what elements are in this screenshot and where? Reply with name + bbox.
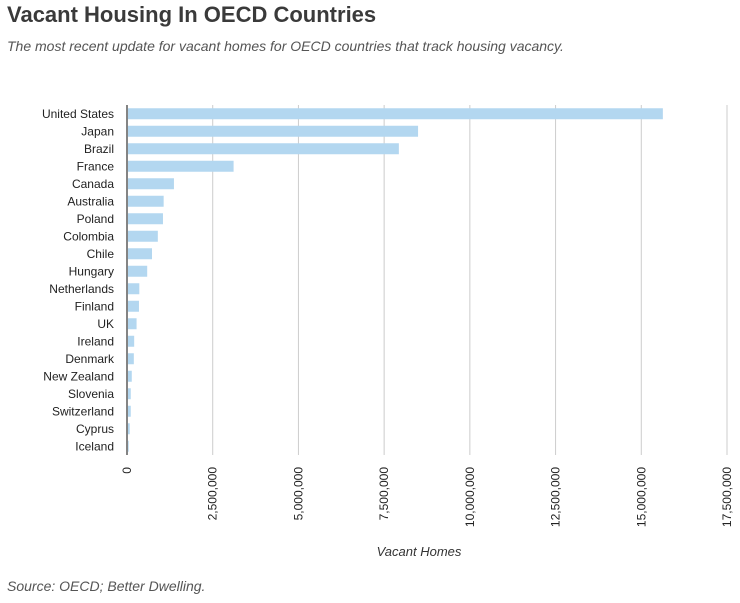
tick-labels: 0 2,500,000 5,000,000 7,500,000 10,000,000 12… — [120, 467, 734, 527]
category-label: UK — [97, 317, 114, 331]
category-label: Cyprus — [76, 422, 114, 436]
bar[interactable] — [128, 405, 131, 417]
bar[interactable] — [128, 230, 158, 242]
category-label: France — [77, 159, 115, 173]
bar[interactable] — [128, 125, 419, 137]
x-tick-label: 0 — [120, 467, 134, 474]
category-label: Slovenia — [68, 387, 114, 401]
bar[interactable] — [128, 195, 164, 207]
bar[interactable] — [128, 108, 663, 120]
category-label: Colombia — [63, 229, 114, 243]
x-tick-label: 5,000,000 — [291, 467, 305, 521]
source-note: Source: OECD; Better Dwelling. — [7, 578, 206, 594]
category-label: New Zealand — [43, 369, 114, 383]
chart-subtitle: The most recent update for vacant homes … — [7, 38, 564, 54]
bar[interactable] — [128, 265, 148, 277]
bar[interactable] — [128, 318, 137, 330]
category-label: Chile — [87, 247, 115, 261]
category-label: Ireland — [77, 334, 114, 348]
grid-lines — [126, 105, 728, 455]
category-label: Canada — [72, 177, 114, 191]
bar[interactable] — [128, 300, 139, 312]
category-label: Switzerland — [52, 404, 114, 418]
x-tick-label: 2,500,000 — [206, 467, 220, 521]
x-tick-label: 12,500,000 — [549, 467, 563, 527]
category-label: Finland — [75, 299, 114, 313]
bar[interactable] — [128, 388, 131, 400]
bar[interactable] — [128, 213, 163, 225]
bar[interactable] — [128, 178, 174, 190]
chart-title: Vacant Housing In OECD Countries — [7, 2, 377, 27]
x-axis-title: Vacant Homes — [377, 544, 462, 559]
bar[interactable] — [128, 440, 129, 452]
category-label: Hungary — [69, 264, 114, 278]
bar[interactable] — [128, 335, 135, 347]
category-label: Australia — [67, 194, 114, 208]
x-tick-label: 17,500,000 — [720, 467, 734, 527]
bars — [128, 108, 663, 452]
bar[interactable] — [128, 353, 134, 365]
x-tick-label: 7,500,000 — [377, 467, 391, 521]
category-label: Poland — [77, 212, 114, 226]
x-tick-label: 10,000,000 — [463, 467, 477, 527]
bar[interactable] — [128, 143, 399, 155]
bar[interactable] — [128, 160, 234, 172]
bar[interactable] — [128, 370, 132, 382]
category-label: Brazil — [84, 142, 114, 156]
category-label: Netherlands — [49, 282, 114, 296]
category-label: United States — [42, 107, 114, 121]
category-label: Denmark — [65, 352, 115, 366]
category-label: Japan — [81, 124, 114, 138]
bar[interactable] — [128, 283, 140, 295]
bar[interactable] — [128, 423, 130, 435]
bar[interactable] — [128, 248, 152, 260]
x-tick-label: 15,000,000 — [634, 467, 648, 527]
category-labels: United States Japan Brazil France Canada Aust… — [42, 107, 115, 454]
category-label: Iceland — [75, 439, 114, 453]
